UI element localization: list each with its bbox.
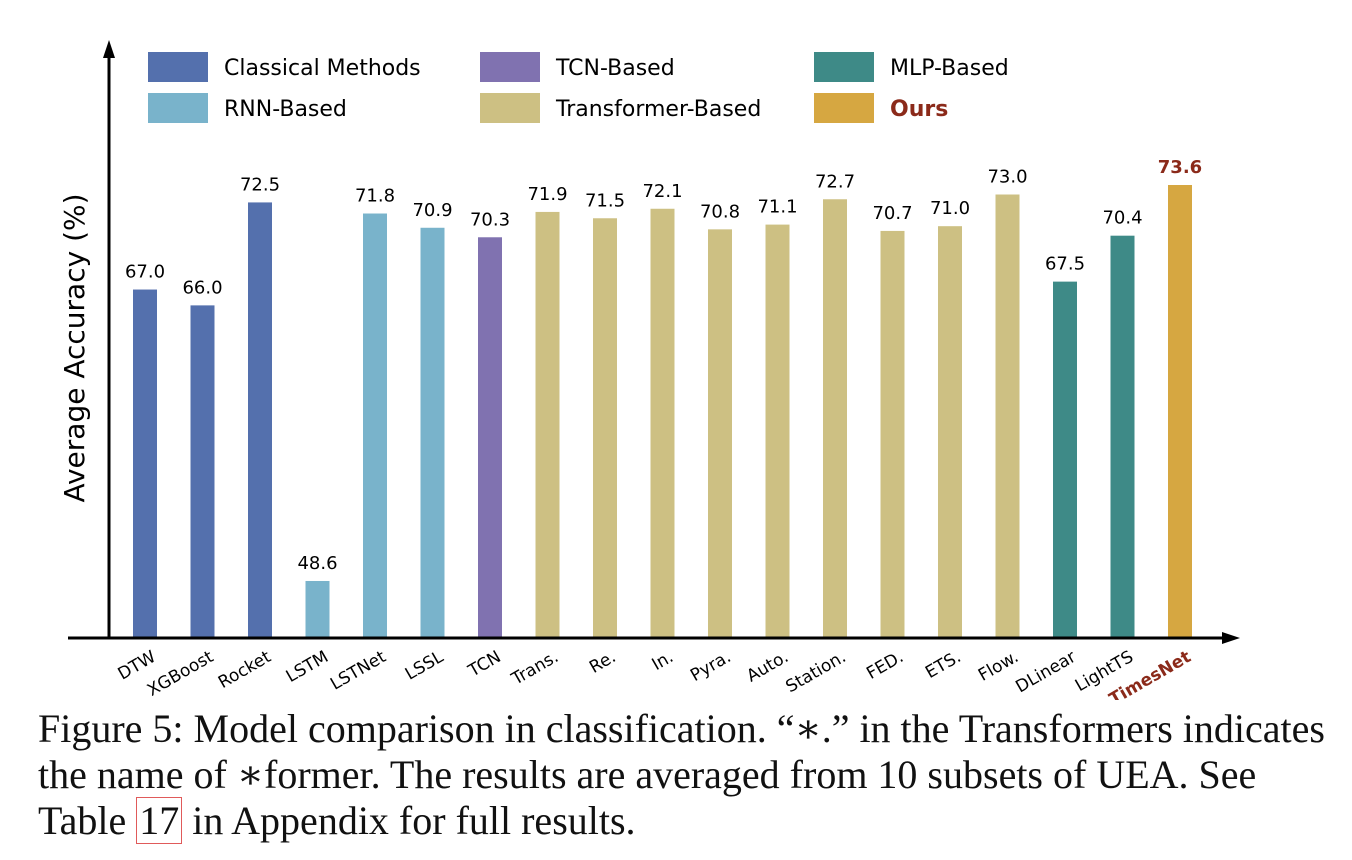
value-label-tcn: 70.3 (470, 209, 510, 230)
value-label-dlinear: 67.5 (1045, 254, 1085, 275)
bar-ets (938, 226, 962, 638)
bar-in (650, 208, 675, 639)
bars (133, 185, 1192, 639)
x-tick-label-re: Re. (586, 647, 619, 678)
x-tick-label-lssl: LSSL (402, 647, 448, 685)
bar-lssl (420, 227, 445, 638)
value-label-dtw: 67.0 (125, 262, 165, 283)
value-label-lstnet: 71.8 (355, 186, 395, 207)
figure-caption: Figure 5: Model comparison in classifica… (38, 706, 1328, 844)
x-axis-arrow (1222, 632, 1240, 644)
legend-swatch-mlp-based (814, 52, 874, 82)
bar-fed (880, 230, 905, 638)
value-label-trans: 71.9 (527, 184, 567, 205)
x-tick-label-rocket: Rocket (215, 647, 275, 693)
bar-pyra (708, 229, 732, 638)
value-label-ets: 71.0 (930, 198, 970, 219)
bar-lstnet (363, 213, 387, 638)
value-label-lssl: 70.9 (412, 200, 452, 221)
value-label-xgboost: 66.0 (182, 277, 222, 298)
bar-dlinear (1053, 281, 1077, 638)
x-tick-label-xgboost: XGBoost (144, 647, 217, 700)
bar-timesnet (1168, 185, 1192, 638)
value-labels: 67.0 66.0 72.5 48.6 71.8 70.9 70.3 71.9 71.5 72.1… (125, 157, 1202, 574)
bar-station (823, 199, 847, 638)
caption-text-end: in Appendix for full results. (182, 798, 636, 843)
x-tick-label-lstm: LSTM (283, 647, 332, 687)
legend-label-tcn-based: TCN-Based (555, 56, 675, 81)
value-label-lstm: 48.6 (297, 553, 337, 574)
x-tick-label-dlinear: DLinear (1012, 647, 1079, 697)
legend-swatch-classical-methods (148, 52, 208, 82)
x-tick-label-pyra: Pyra. (687, 647, 734, 686)
value-label-auto: 71.1 (757, 197, 797, 218)
legend-label-rnn-based: RNN-Based (224, 97, 347, 122)
value-label-timesnet: 73.6 (1158, 157, 1202, 178)
y-axis-arrow (103, 40, 115, 58)
legend-swatch-tcn-based (480, 52, 540, 82)
bar-trans (535, 211, 560, 638)
x-tick-label-tcn: TCN (464, 647, 504, 682)
x-tick-label-station: Station. (782, 647, 849, 697)
legend-swatch-transformer-based (480, 93, 540, 123)
legend-swatch-ours (814, 93, 874, 123)
value-label-rocket: 72.5 (240, 174, 280, 195)
bar-lstm (305, 580, 330, 638)
legend-label-classical-methods: Classical Methods (224, 56, 421, 81)
bar-auto (765, 224, 790, 638)
value-label-in: 72.1 (642, 181, 682, 202)
value-label-station: 72.7 (815, 171, 855, 192)
legend-label-ours: Ours (890, 97, 948, 122)
caption-text: Figure 5: Model comparison in classifica… (38, 706, 1325, 843)
value-label-lightts: 70.4 (1102, 208, 1142, 229)
y-axis-label: Average Accuracy (%) (58, 193, 91, 502)
legend-label-transformer-based: Transformer-Based (555, 97, 761, 122)
bar-dtw (133, 289, 157, 638)
x-tick-label-fed: FED. (863, 647, 907, 684)
x-tick-label-in: In. (649, 647, 677, 675)
bar-tcn (478, 237, 502, 638)
legend: Classical Methods TCN-Based MLP-Based RNN-B… (148, 52, 1009, 123)
value-label-flow: 73.0 (987, 167, 1027, 188)
bar-xgboost (190, 305, 215, 638)
x-tick-label-lstnet: LSTNet (327, 647, 390, 695)
bar-re (593, 218, 617, 638)
x-tick-label-trans: Trans. (508, 647, 562, 690)
bar-lightts (1110, 235, 1135, 639)
table-reference-link[interactable]: 17 (136, 797, 183, 844)
value-label-pyra: 70.8 (700, 201, 740, 222)
bar-flow (995, 194, 1020, 639)
value-label-fed: 70.7 (872, 203, 912, 224)
bar-chart: Classical Methods TCN-Based MLP-Based RNN-B… (58, 40, 1240, 700)
x-tick-label-ets: ETS. (922, 647, 964, 683)
bar-rocket (248, 202, 272, 638)
legend-label-mlp-based: MLP-Based (890, 56, 1009, 81)
legend-swatch-rnn-based (148, 93, 208, 123)
value-label-re: 71.5 (585, 190, 625, 211)
